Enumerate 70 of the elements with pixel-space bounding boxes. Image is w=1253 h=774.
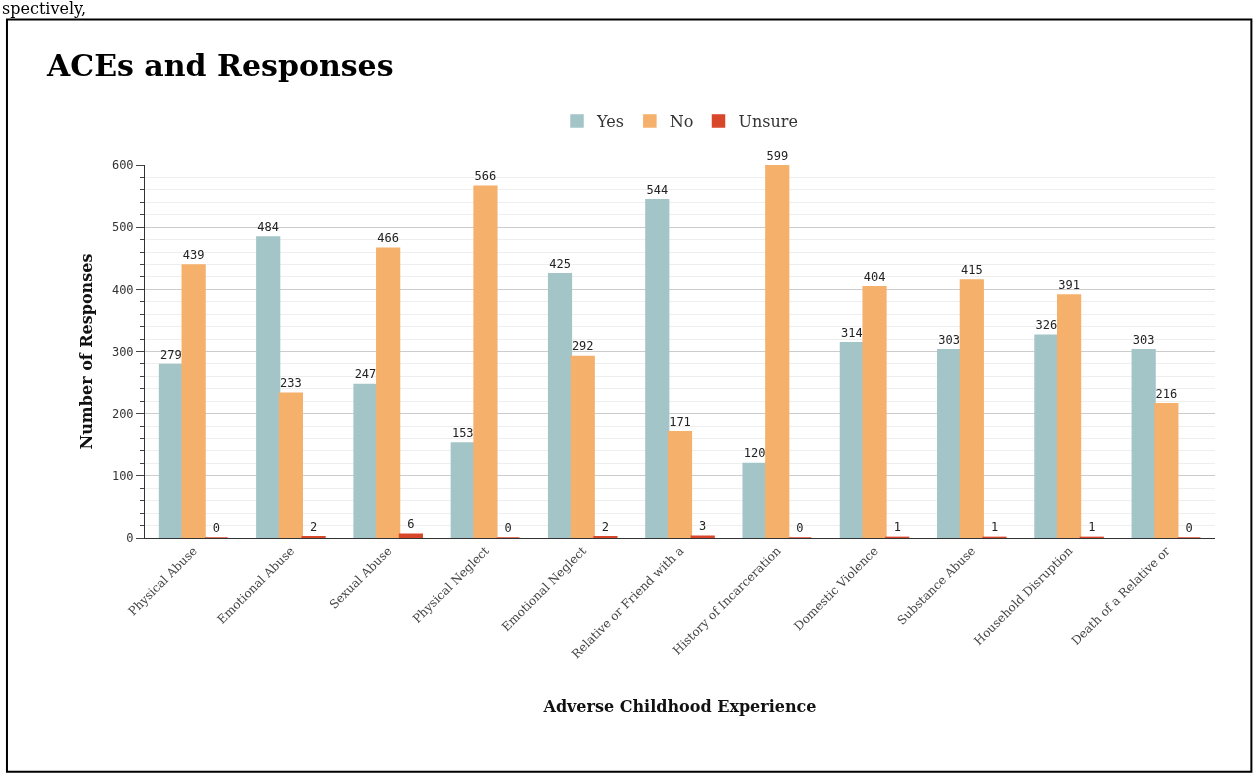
y-tick-label: 600 (111, 158, 134, 173)
data-label: 0 (504, 521, 512, 535)
bar (1131, 348, 1156, 538)
data-label: 466 (377, 231, 400, 246)
y-tick-label: 500 (111, 220, 134, 235)
data-label: 216 (1155, 386, 1178, 401)
bar (645, 199, 670, 538)
data-label: 0 (796, 521, 804, 535)
bar (1154, 402, 1179, 538)
bar (937, 348, 962, 538)
data-label: 247 (354, 367, 377, 382)
data-label: 0 (212, 521, 220, 535)
bar (158, 363, 184, 538)
data-label: 1 (1088, 520, 1096, 535)
data-label: 303 (938, 332, 960, 347)
y-axis-title: Number of Responses (76, 253, 96, 450)
data-label: 3 (699, 519, 707, 534)
data-label: 425 (549, 256, 571, 271)
data-label: 415 (960, 263, 983, 278)
bar (376, 247, 401, 538)
bar (473, 185, 498, 538)
bar (570, 355, 595, 538)
data-label: 484 (257, 220, 280, 235)
data-label: 326 (1035, 318, 1058, 333)
data-label: 439 (182, 248, 205, 263)
data-label: 233 (280, 376, 302, 391)
data-label: 566 (474, 169, 497, 184)
bar (450, 442, 475, 538)
bar (1056, 294, 1082, 538)
data-label: 171 (669, 414, 691, 429)
bar (181, 264, 206, 538)
bar (256, 236, 281, 538)
data-label: 279 (160, 347, 182, 362)
bar (959, 279, 984, 538)
y-tick-label: 400 (111, 282, 134, 297)
data-label: 303 (1132, 332, 1155, 347)
text: spectively, (2, 0, 87, 18)
legend-label: No (669, 112, 694, 132)
bar (839, 342, 864, 538)
data-label: 120 (743, 446, 766, 461)
y-tick-label: 200 (111, 406, 134, 421)
data-label: 1 (893, 520, 901, 535)
data-label: 1 (990, 520, 999, 535)
chart-title: ACEs and Responses (45, 47, 394, 83)
y-tick-label: 100 (111, 469, 134, 484)
legend-label: Yes (596, 112, 624, 132)
x-axis-title: Adverse Childhood Experience (542, 697, 817, 717)
bar (398, 533, 423, 538)
bar (667, 430, 693, 538)
bar (862, 286, 887, 538)
bar (1034, 334, 1059, 538)
data-label: 404 (863, 269, 886, 284)
bar (742, 462, 767, 538)
bar (278, 392, 304, 538)
data-label: 0 (1185, 521, 1193, 535)
data-label: 314 (841, 325, 863, 340)
bar (765, 165, 790, 538)
legend-label: Unsure (738, 112, 798, 132)
data-label: 2 (309, 519, 318, 534)
data-label: 292 (571, 339, 594, 354)
data-label: 2 (601, 519, 610, 534)
data-label: 544 (646, 182, 669, 197)
data-label: 6 (407, 517, 415, 532)
y-tick-label: 300 (111, 344, 134, 359)
data-label: 599 (766, 148, 789, 163)
data-label: 391 (1058, 277, 1080, 292)
y-tick-label: 0 (126, 531, 134, 546)
bar (547, 273, 573, 538)
data-label: 153 (451, 425, 474, 440)
bar (353, 383, 378, 538)
